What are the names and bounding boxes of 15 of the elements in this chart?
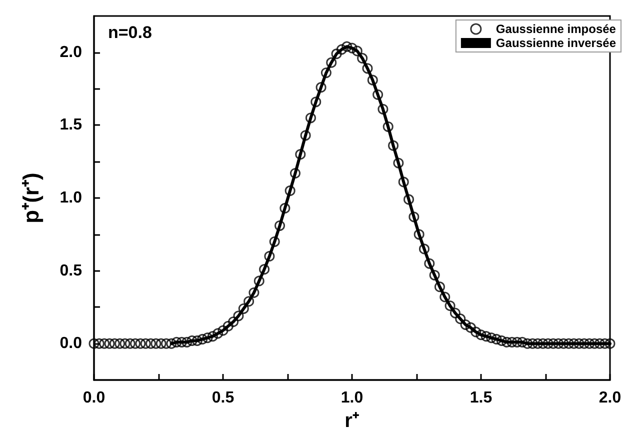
- legend-label: Gaussienne inversée: [496, 36, 616, 50]
- x-tick-label: 1.5: [470, 390, 492, 406]
- x-axis-title: r⁺: [344, 410, 360, 432]
- legend-label: Gaussienne imposée: [496, 22, 616, 36]
- y-tick-label: 1.0: [60, 190, 82, 206]
- y-axis-title: p⁺(r⁺): [18, 172, 44, 224]
- y-tick-label: 0.0: [60, 335, 82, 352]
- y-tick-label: 2.0: [60, 44, 82, 61]
- x-tick-label: 0.0: [82, 390, 106, 406]
- annotation: n=0.8: [108, 23, 152, 42]
- y-tick-label: 0.5: [60, 262, 82, 280]
- x-tick-label: 1.0: [340, 390, 364, 406]
- y-tick-label: 1.5: [60, 116, 82, 134]
- x-tick-label: 2.0: [598, 390, 622, 406]
- x-tick-label: 0.5: [212, 390, 234, 406]
